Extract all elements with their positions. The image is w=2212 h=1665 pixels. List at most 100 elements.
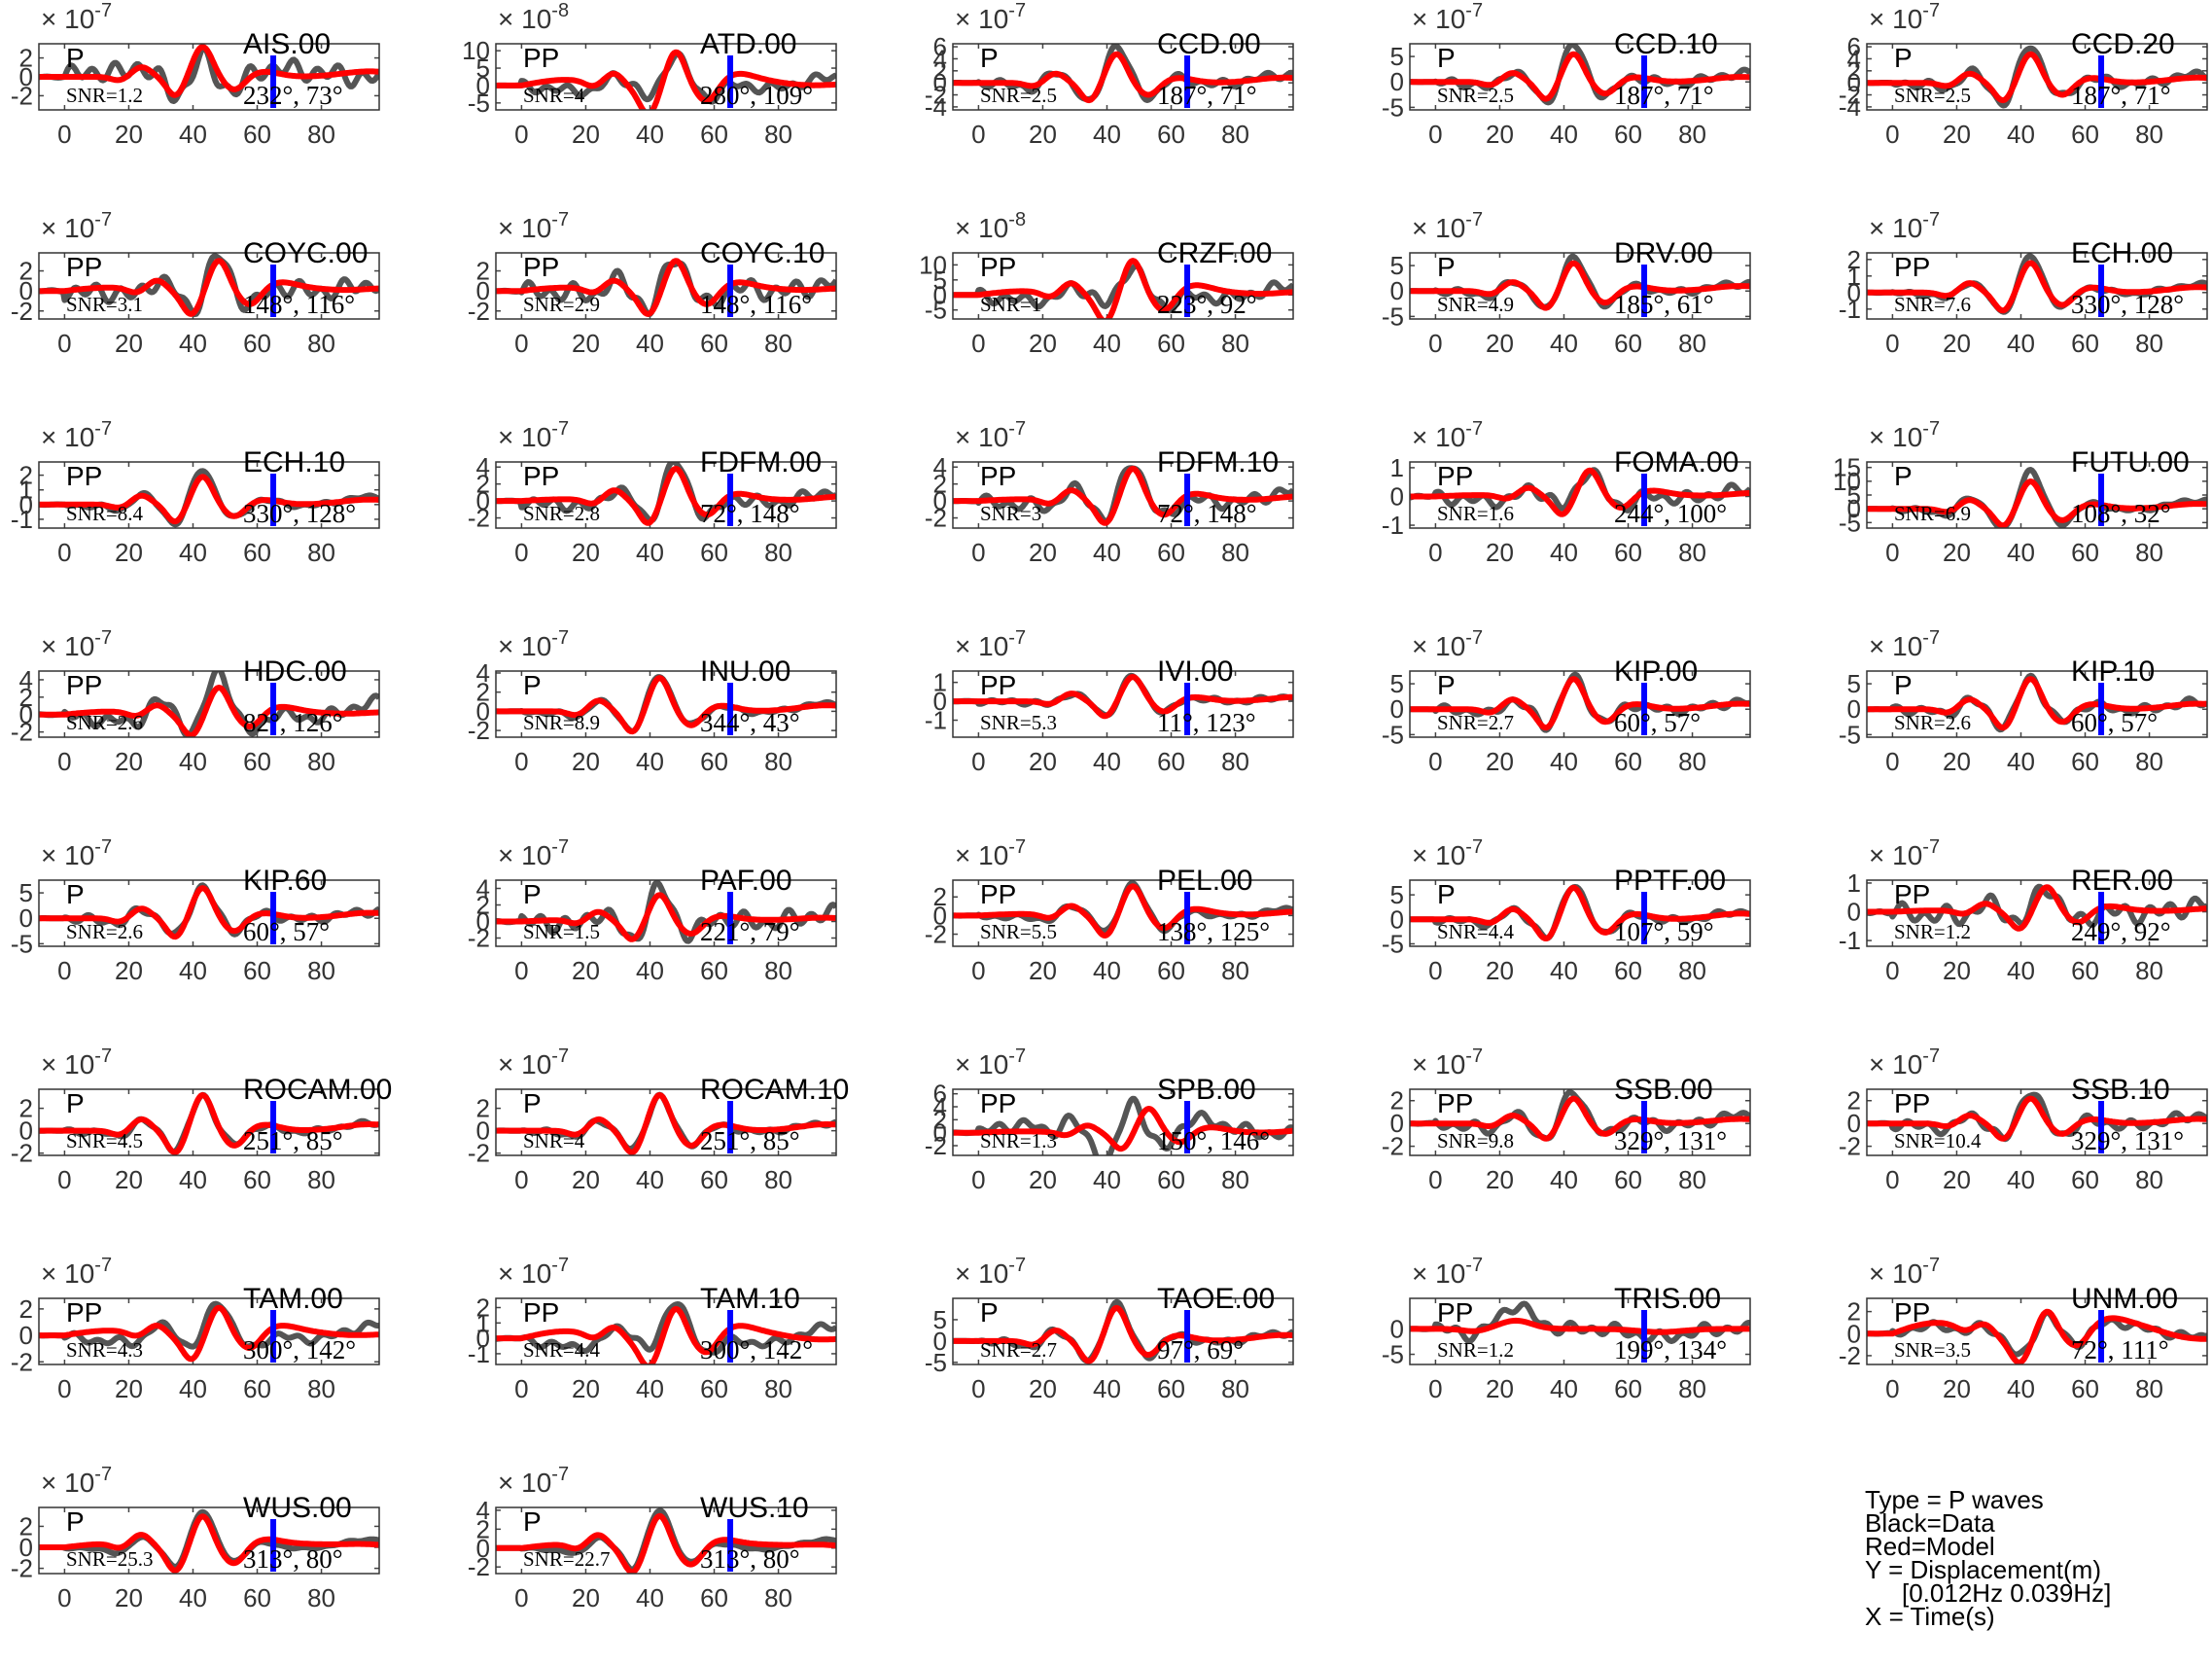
azimuth-label: 72°, 148° — [1157, 499, 1257, 528]
x-tick-label: 80 — [1221, 956, 1249, 985]
station-label: PAF.00 — [700, 865, 792, 897]
x-tick-label: 20 — [572, 1583, 600, 1612]
y-tick-label: 1 — [1847, 262, 1861, 291]
x-tick-label: 40 — [1550, 747, 1578, 776]
y-tick-label: 0 — [19, 700, 33, 729]
azimuth-label: 148°, 116° — [243, 290, 355, 319]
x-tick-label: 80 — [307, 120, 335, 149]
y-tick-label: 2 — [19, 683, 33, 712]
y-tick-label: 0 — [1847, 494, 1861, 523]
azimuth-label: 344°, 43° — [700, 708, 800, 737]
station-label: WUS.10 — [700, 1492, 809, 1524]
station-label: TAM.00 — [243, 1283, 343, 1315]
y-tick-label: 0 — [19, 1116, 33, 1146]
axes-frame — [495, 1297, 837, 1365]
x-tick-label: 40 — [636, 1583, 664, 1612]
phase-label: PP — [1894, 879, 1930, 909]
x-tick-label: 0 — [514, 747, 528, 776]
azimuth-label: 187°, 71° — [1157, 81, 1257, 110]
axes-frame — [495, 670, 837, 738]
y-tick-label: 2 — [19, 1094, 33, 1123]
x-tick-label: 80 — [764, 538, 792, 567]
model-trace — [953, 1106, 1293, 1152]
station-label: COYC.00 — [243, 237, 368, 269]
exponent-label: × 10-7 — [498, 418, 569, 452]
model-trace — [496, 892, 836, 942]
y-tick-label: -2 — [11, 1554, 33, 1583]
x-tick-label: 80 — [1221, 538, 1249, 567]
station-label: IVI.00 — [1157, 655, 1233, 688]
axes-frame — [1866, 1088, 2208, 1156]
x-tick-label: 40 — [2007, 747, 2035, 776]
x-tick-label: 20 — [1029, 329, 1057, 358]
x-tick-label: 40 — [1093, 120, 1121, 149]
model-trace — [953, 258, 1293, 319]
phase-label: P — [66, 1088, 85, 1118]
x-tick-label: 20 — [1029, 538, 1057, 567]
axes-frame — [1409, 879, 1751, 947]
snr-label: SNR=1.2 — [66, 84, 143, 107]
model-trace — [496, 675, 836, 735]
x-tick-label: 20 — [572, 1374, 600, 1403]
y-tick-label: 1 — [933, 668, 947, 697]
y-tick-label: -1 — [1382, 511, 1404, 540]
snr-label: SNR=2.5 — [980, 84, 1057, 107]
y-tick-label: -4 — [1839, 92, 1861, 122]
x-tick-label: 0 — [1428, 329, 1442, 358]
x-tick-label: 0 — [514, 1583, 528, 1612]
exponent-label: × 10-7 — [1869, 1255, 1940, 1289]
x-tick-label: 40 — [179, 329, 207, 358]
model-trace — [953, 674, 1293, 720]
x-tick-label: 80 — [2135, 538, 2163, 567]
x-tick-label: 80 — [2135, 747, 2163, 776]
legend-y-line: Y = Displacement(m) — [1865, 1555, 2101, 1584]
data-trace — [496, 1301, 836, 1356]
snr-label: SNR=4.9 — [1437, 293, 1514, 316]
y-tick-label: 2 — [19, 1511, 33, 1541]
y-tick-label: -5 — [11, 929, 33, 958]
y-tick-label: 6 — [933, 1080, 947, 1109]
x-tick-label: 0 — [514, 1374, 528, 1403]
phase-label: PP — [1894, 1088, 1930, 1118]
x-tick-label: 0 — [1885, 329, 1899, 358]
x-tick-label: 40 — [179, 1374, 207, 1403]
y-tick-label: -2 — [925, 504, 947, 533]
x-tick-label: 60 — [243, 538, 271, 567]
y-tick-label: 0 — [1390, 481, 1404, 511]
model-trace — [1867, 1095, 2207, 1142]
y-tick-label: 2 — [476, 470, 490, 499]
y-tick-label: -5 — [1382, 92, 1404, 122]
x-tick-label: 40 — [2007, 956, 2035, 985]
x-tick-label: 0 — [57, 538, 71, 567]
x-tick-label: 60 — [243, 1374, 271, 1403]
y-tick-label: -5 — [1382, 720, 1404, 749]
y-tick-label: 2 — [476, 257, 490, 286]
x-tick-label: 60 — [700, 956, 728, 985]
x-tick-label: 80 — [764, 329, 792, 358]
x-tick-label: 20 — [1943, 1165, 1971, 1194]
exponent-label: × 10-8 — [498, 0, 569, 34]
x-tick-label: 0 — [1428, 1165, 1442, 1194]
y-tick-label: 0 — [19, 903, 33, 933]
y-tick-label: 2 — [19, 44, 33, 73]
y-tick-label: 2 — [476, 1094, 490, 1123]
y-tick-label: -2 — [468, 1139, 490, 1168]
station-label: PEL.00 — [1157, 865, 1252, 897]
phase-label: PP — [66, 252, 102, 282]
exponent-label: × 10-7 — [1412, 418, 1483, 452]
snr-label: SNR=2.7 — [980, 1338, 1057, 1362]
x-tick-label: 20 — [115, 956, 143, 985]
model-trace — [1410, 676, 1750, 731]
y-tick-label: 5 — [1847, 669, 1861, 698]
x-tick-label: 80 — [1221, 747, 1249, 776]
y-tick-label: 0 — [933, 486, 947, 515]
snr-label: SNR=1.5 — [523, 920, 600, 943]
y-tick-label: -5 — [1382, 301, 1404, 331]
